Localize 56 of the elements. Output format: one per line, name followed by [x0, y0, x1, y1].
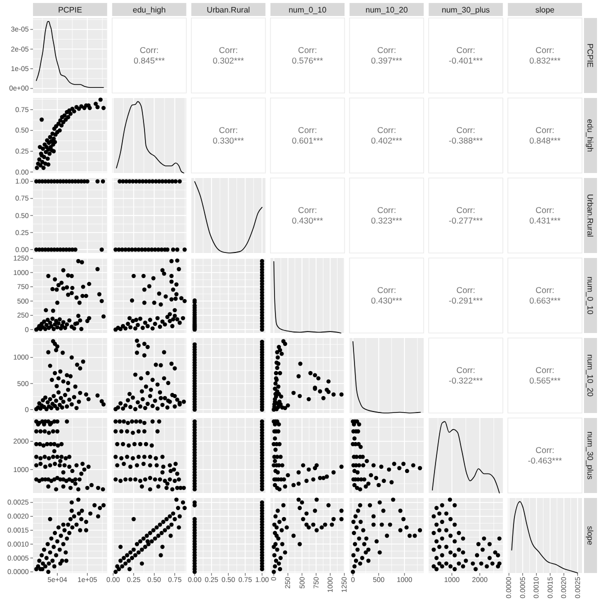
category-label: PCPIE [586, 43, 595, 68]
text: Corr: [535, 445, 554, 456]
text: Corr: [218, 125, 238, 136]
text: edu_high [132, 5, 166, 14]
text: Corr: [535, 45, 554, 56]
text: Corr: [535, 285, 554, 296]
text: 0.402*** [371, 136, 403, 146]
text: -0.401*** [448, 56, 484, 66]
category-label: Urban.Rural [586, 194, 595, 238]
text: Corr: [377, 205, 396, 216]
text: -0.291*** [448, 296, 484, 306]
text: -0.277*** [448, 216, 484, 226]
text: 0.848*** [529, 136, 562, 146]
text: num_0_10 [288, 5, 327, 14]
text: 0.323*** [371, 216, 403, 226]
text: Corr: [298, 45, 317, 56]
text: 0.845*** [134, 56, 166, 66]
text: Corr: [456, 125, 476, 136]
text: Corr: [535, 125, 554, 136]
text: Corr: [298, 125, 317, 136]
text: 0.430*** [292, 216, 324, 226]
category-label: num_30_plus [586, 431, 595, 480]
text: Urban.Rural [206, 5, 250, 14]
text: Corr: [377, 45, 396, 56]
text: Corr: [456, 365, 476, 376]
text: 0.601*** [292, 136, 324, 146]
text: 0.397*** [371, 56, 403, 66]
text: 0.330*** [212, 136, 245, 146]
text: -0.388*** [448, 136, 484, 146]
text: Corr: [535, 205, 554, 216]
text: Corr: [456, 285, 476, 296]
text: 0.565*** [529, 376, 562, 386]
text: 0.302*** [212, 56, 245, 66]
text: 0.430*** [371, 296, 403, 306]
category-label: num_10_20 [586, 354, 595, 397]
text: 0.431*** [529, 216, 562, 226]
text: 0.832*** [529, 56, 562, 66]
text: Corr: [456, 45, 476, 56]
category-label: edu_high [586, 119, 595, 152]
text: Corr: [535, 365, 554, 376]
category-label: num_0_10 [586, 276, 595, 314]
text: -0.322*** [448, 376, 484, 386]
text: Corr: [140, 45, 159, 56]
text: Corr: [377, 285, 396, 296]
chart-title: PCPIE [58, 5, 82, 14]
text: slope [535, 5, 556, 14]
text: Corr: [456, 205, 476, 216]
text: -0.463*** [528, 456, 563, 466]
text: Corr: [218, 45, 238, 56]
text: Corr: [377, 125, 396, 136]
text: 0.576*** [292, 56, 324, 66]
text: num_30_plus [442, 5, 490, 14]
text: 0.663*** [529, 296, 562, 306]
text: num_10_20 [366, 5, 408, 14]
y2-axis-title: slope [586, 526, 595, 546]
text: Corr: [298, 205, 317, 216]
